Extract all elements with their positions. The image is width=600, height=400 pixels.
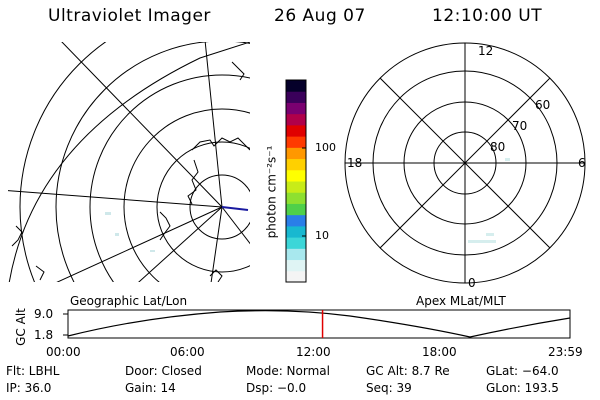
colorbar-band [286,259,306,272]
time-tick-0000: 00:00 [46,345,81,359]
time-tick-1800: 18:00 [422,345,457,359]
mlt-label-0: 0 [468,276,476,290]
colorbar-band [286,270,306,283]
colorbar-band [286,169,306,182]
magnetic-pole-line [221,206,249,211]
altitude-curve [67,310,571,338]
mlt-label-12: 12 [478,44,494,58]
geographic-map [8,42,250,282]
polar-plot [344,42,586,284]
colorbar-band [286,248,306,261]
mlt-label-6: 6 [578,156,586,170]
colorbar-tick-100: 100 [315,141,336,154]
info-ip: IP: 36.0 [6,381,52,395]
colorbar-axis-label: photon cm⁻²s⁻¹ [264,145,279,239]
mlat-label-70: 70 [512,119,528,133]
colorbar-tick-10: 10 [315,229,329,242]
info-gc-alt: GC Alt: 8.7 Re [366,364,450,378]
info-glat: GLat: −64.0 [486,364,559,378]
geographic-panel-label: Geographic Lat/Lon [70,294,188,308]
time-tick-0600: 06:00 [170,345,205,359]
colorbar-band [286,158,306,171]
polar-faint-specks [468,158,510,243]
colorbar-band [286,102,306,115]
colorbar [285,79,307,283]
faint-aurora-specks [105,212,155,252]
info-seq: Seq: 39 [366,381,412,395]
colorbar-band [286,192,306,204]
apex-panel-label: Apex MLat/MLT [416,294,506,308]
info-gain: Gain: 14 [125,381,176,395]
alt-tick-1-8: 1.8 [34,328,54,342]
time-tick-2359: 23:59 [548,345,583,359]
colorbar-band [286,181,306,193]
colorbar-band [286,80,306,92]
colorbar-band [286,124,306,137]
altitude-plot [63,309,571,339]
colorbar-band [286,225,306,238]
info-door: Door: Closed [125,364,202,378]
colorbar-band [286,113,306,126]
colorbar-band [286,147,306,160]
instrument-title: Ultraviolet Imager [48,6,211,26]
colorbar-band [286,214,306,227]
alt-tick-9: 9.0 [34,307,54,321]
date-label: 26 Aug 07 [274,6,366,26]
colorbar-band [286,203,306,216]
colorbar-band [286,136,306,148]
info-mode: Mode: Normal [246,364,330,378]
time-tick-1200: 12:00 [296,345,331,359]
mlat-label-60: 60 [535,98,551,112]
info-glon: GLon: 193.5 [486,381,559,395]
mlat-label-80: 80 [490,140,506,154]
info-dsp: Dsp: −0.0 [246,381,307,395]
colorbar-band [286,237,306,249]
altitude-ylabel: GC Alt [13,308,28,346]
mlt-label-18: 18 [347,156,363,170]
info-flt: Flt: LBHL [6,364,60,378]
colorbar-frame [285,79,307,283]
time-label: 12:10:00 UT [432,6,543,26]
colorbar-band [286,91,306,103]
